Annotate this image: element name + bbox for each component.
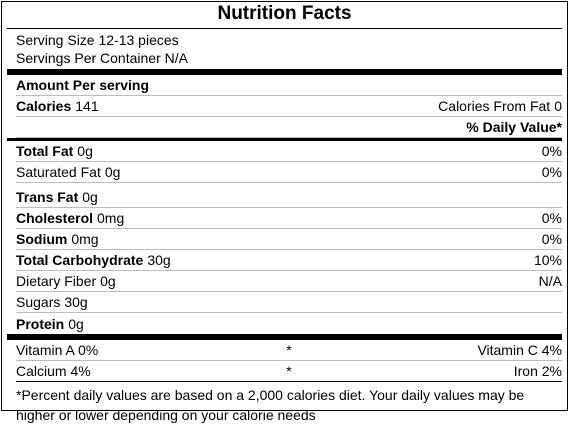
nutrient-amount: 0g [104,164,121,180]
nutrient-row-protein: Protein 0g [16,313,562,334]
nutrient-amount: 0g [82,189,98,205]
nutrient-amount: 0g [68,315,84,332]
nutrient-row-cholesterol: Cholesterol 0mg 0% [16,208,562,229]
medium-divider [7,138,562,141]
nutrient-label: Dietary Fiber [16,273,97,289]
nutrient-row-dietary-fiber: Dietary Fiber 0g N/A [16,271,562,292]
nutrient-dv: 0% [541,143,562,159]
nutrient-amount: 30g [64,294,88,310]
vitamin-left: Vitamin A 0% [16,342,99,358]
daily-value-header: % Daily Value* [466,119,562,135]
nutrient-row-total-fat: Total Fat 0g 0% [16,141,562,162]
nutrient-row-sugars: Sugars 30g [16,292,562,313]
nutrient-label: Cholesterol [16,210,94,226]
vitamin-separator: * [286,342,292,358]
footnote: *Percent daily values are based on a 2,0… [16,387,525,423]
vitamin-row: Calcium 4% * Iron 2% [16,361,562,382]
nutrient-amount: 30g [147,252,171,268]
thick-divider [7,334,562,340]
nutrient-dv: 0% [541,210,562,226]
thick-divider [7,69,562,75]
nutrient-dv: 0% [541,231,562,247]
nutrient-row-saturated-fat: Saturated Fat 0g 0% [16,162,562,183]
calories-value: 141 [75,98,99,114]
nutrient-label: Trans Fat [16,189,79,205]
amount-per-serving-row: Amount Per serving [16,75,562,96]
nutrient-label: Total Fat [16,143,74,159]
nutrient-dv: 10% [533,252,562,268]
nutrient-amount: 0mg [97,210,125,226]
serving-size: Serving Size 12-13 pieces [16,32,179,48]
nutrient-dv: 0% [541,164,562,180]
nutrient-row-trans-fat: Trans Fat 0g [16,183,562,208]
nutrient-label: Protein [16,315,65,332]
amount-per-serving: Amount Per serving [16,77,150,93]
calories-label: Calories [16,98,72,114]
vitamin-left: Calcium 4% [16,363,91,379]
nutrient-dv: N/A [538,273,562,289]
nutrient-amount: 0mg [71,231,99,247]
nutrient-amount: 0g [100,273,116,289]
nutrient-label: Saturated Fat [16,164,101,180]
vitamin-row: Vitamin A 0% * Vitamin C 4% [16,340,562,361]
calories-from-fat-label: Calories From Fat [438,98,551,114]
nutrient-amount: 0g [77,143,93,159]
nutrient-row-sodium: Sodium 0mg 0% [16,229,562,250]
vitamin-right: Vitamin C 4% [477,342,562,358]
serving-info: Serving Size 12-13 pieces Servings Per C… [2,29,567,69]
vitamin-right: Iron 2% [513,363,562,379]
daily-value-header-row: % Daily Value* [16,117,562,138]
label-title: Nutrition Facts [7,2,562,29]
calories-row: Calories 141 Calories From Fat 0 [16,96,562,117]
nutrient-label: Sodium [16,231,68,247]
nutrient-label: Sugars [16,294,61,310]
nutrient-row-total-carbohydrate: Total Carbohydrate 30g 10% [16,250,562,271]
servings-per-container: Servings Per Container N/A [16,50,188,66]
vitamin-separator: * [286,363,292,379]
calories-from-fat-value: 0 [554,98,562,114]
nutrient-label: Total Carbohydrate [16,252,144,268]
